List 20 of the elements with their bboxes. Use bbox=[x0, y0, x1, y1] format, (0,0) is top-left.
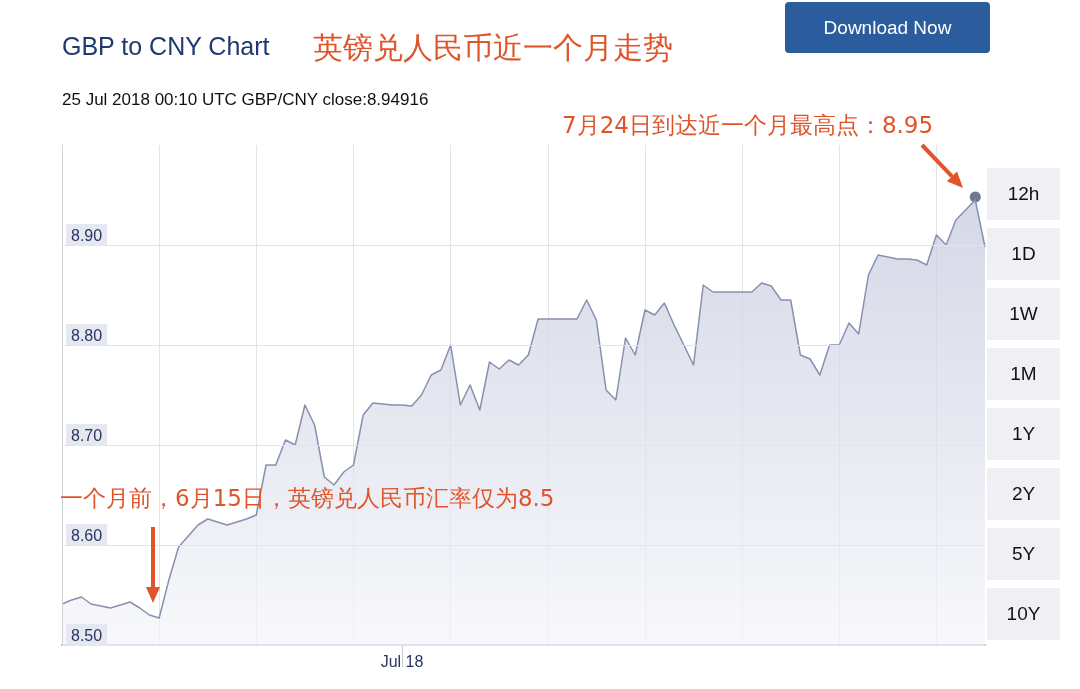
text: 英镑兑人民币近一个月走势 bbox=[313, 29, 673, 67]
y-tick-label: 8.80 bbox=[71, 326, 103, 344]
text: 1M bbox=[987, 348, 1060, 400]
y-tick-label: 8.70 bbox=[71, 426, 103, 444]
text: 7月24日到达近一个月最高点：8.95 bbox=[562, 110, 934, 141]
y-tick-label: 8.90 bbox=[71, 226, 103, 244]
text: 1Y bbox=[987, 408, 1060, 460]
y-tick-label: 8.60 bbox=[71, 526, 103, 544]
chart-title: GBP to CNY Chart bbox=[62, 32, 270, 61]
y-tick-label: 8.50 bbox=[71, 626, 103, 644]
text: 1D bbox=[987, 228, 1060, 280]
text: 12h bbox=[987, 168, 1060, 220]
text: 10Y bbox=[987, 588, 1060, 640]
text: Download Now bbox=[785, 2, 990, 53]
text: 5Y bbox=[987, 528, 1060, 580]
text: 2Y bbox=[987, 468, 1060, 520]
text: 1W bbox=[987, 288, 1060, 340]
x-tick-label: Jul 18 bbox=[380, 652, 424, 670]
chart-subtitle: 25 Jul 2018 00:10 UTC GBP/CNY close:8.94916 bbox=[62, 90, 429, 110]
annotation: 一个月前，6月15日，英镑兑人民币汇率仅为8.5 bbox=[60, 484, 555, 513]
